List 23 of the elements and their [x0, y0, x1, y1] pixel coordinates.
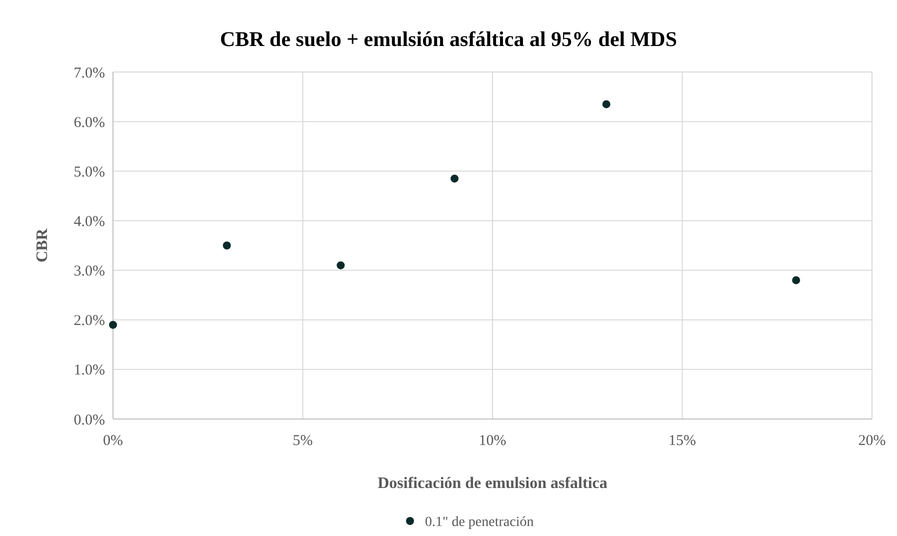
- y-tick-label: 0.0%: [74, 412, 105, 428]
- point: [336, 261, 345, 270]
- y-tick-label: 6.0%: [74, 114, 105, 131]
- y-tick-label: 2.0%: [74, 313, 105, 330]
- y-tick-label: 5.0%: [74, 164, 105, 180]
- point: [450, 174, 459, 183]
- y-tick-label: 1.0%: [74, 362, 105, 379]
- point: [109, 320, 117, 329]
- x-tick-label: 10%: [478, 433, 506, 449]
- point: [602, 100, 610, 108]
- x-tick-label: 15%: [668, 433, 696, 449]
- x-tick-label: 0%: [103, 433, 123, 449]
- legend-label: 0.1" de penetración: [425, 514, 534, 530]
- y-tick-label: 4.0%: [74, 214, 105, 230]
- x-tick-label: 5%: [292, 433, 313, 449]
- chart-title: CBR de suelo + emulsión asfáltica al 95% del MDS: [220, 27, 678, 51]
- y-tick-label: 3.0%: [74, 264, 105, 280]
- x-tick-label: 20%: [858, 433, 886, 449]
- point: [792, 276, 800, 284]
- y-axis-title: CBR: [34, 228, 51, 262]
- point: [222, 242, 231, 250]
- x-axis-title: Dosificación de emulsion asfaltica: [378, 475, 608, 492]
- y-tick-label: 7.0%: [74, 65, 105, 82]
